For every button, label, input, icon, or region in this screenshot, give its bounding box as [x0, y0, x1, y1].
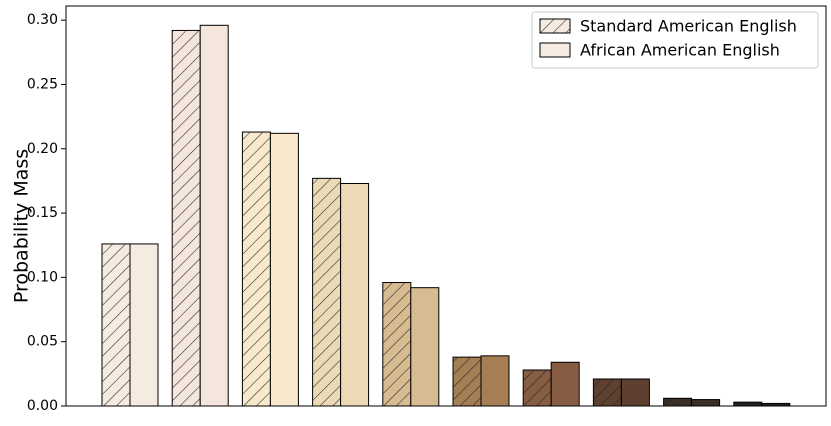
bar-hatch [733, 402, 762, 406]
bar [620, 378, 650, 407]
bar-hatch [102, 243, 130, 406]
y-tick-label: 0.25 [27, 76, 58, 92]
bar-hatch [312, 178, 341, 406]
bar [199, 24, 229, 407]
bar [410, 287, 440, 407]
bar-hatch [593, 378, 622, 406]
y-tick-label: 0.15 [27, 205, 58, 221]
legend-label: African American English [580, 41, 780, 60]
bar-hatch [663, 398, 692, 406]
plot-frame [65, 5, 827, 407]
legend-box [531, 11, 819, 69]
y-tick-label: 0.30 [27, 12, 58, 28]
bar [269, 132, 299, 407]
legend-label: Standard American English [580, 17, 797, 36]
legend-hatch [539, 18, 571, 34]
bar-hatch [172, 30, 201, 407]
y-tick-label: 0.10 [27, 269, 58, 285]
y-axis-label: Probability Mass [11, 149, 33, 303]
y-tick-label: 0.05 [27, 334, 58, 350]
legend-swatch [539, 42, 571, 58]
bar [550, 361, 580, 407]
bar [129, 243, 159, 407]
y-tick-label: 0.20 [27, 141, 58, 157]
bar [340, 182, 370, 407]
bar-hatch [242, 132, 271, 406]
bar-hatch [523, 369, 552, 406]
bar-hatch [453, 357, 481, 406]
bar [480, 355, 510, 407]
y-tick-label: 0.00 [27, 398, 58, 414]
bar-hatch [382, 282, 411, 406]
bar [691, 399, 721, 407]
